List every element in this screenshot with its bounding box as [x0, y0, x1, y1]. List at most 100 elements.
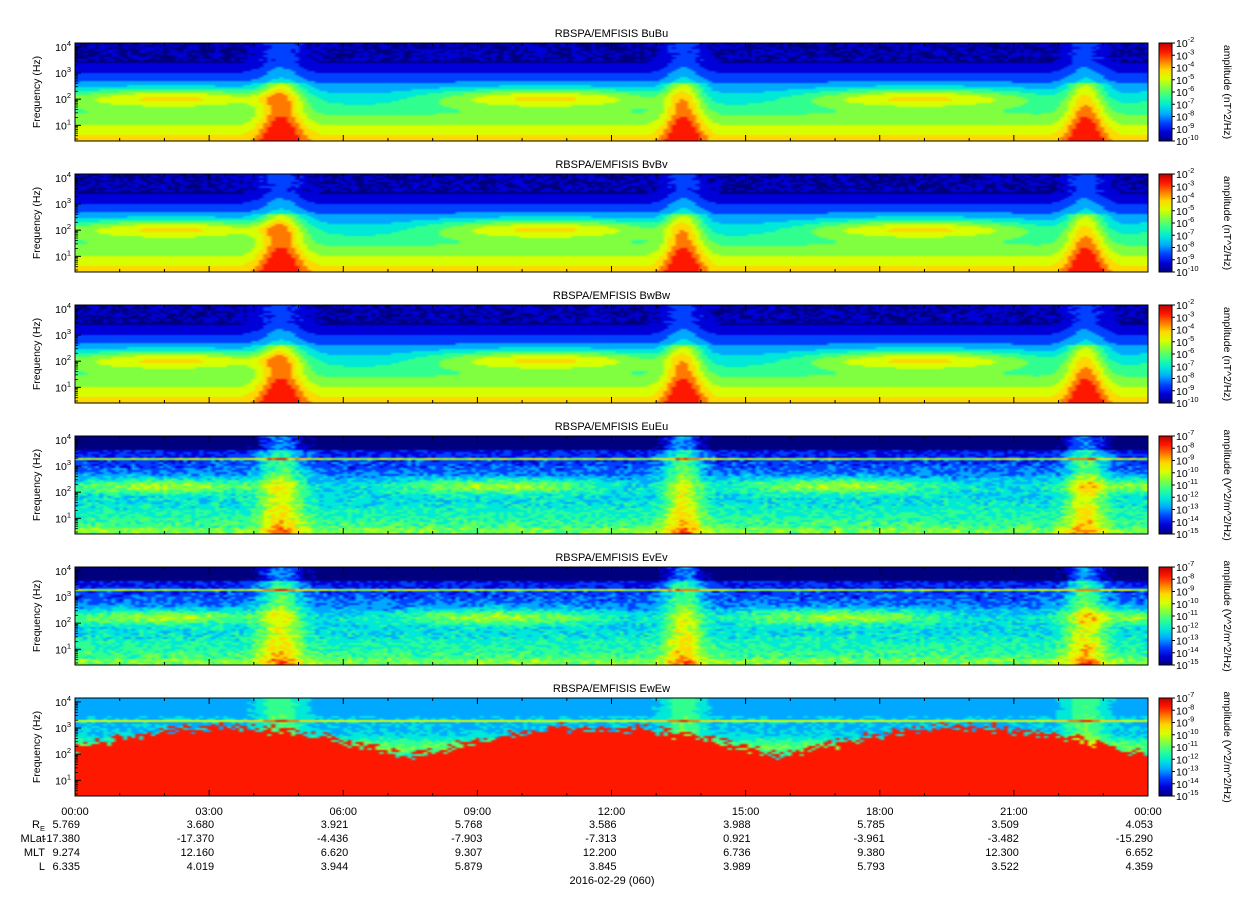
ephemeris-value: 12.200 — [583, 847, 617, 859]
panel-title: RBSPA/EMFISIS EuEu — [555, 421, 669, 433]
spectrogram-image — [75, 174, 1148, 272]
panel-title: RBSPA/EMFISIS EwEw — [553, 683, 670, 695]
x-tick-label: 18:00 — [866, 806, 894, 818]
y-tick-label: 101 — [55, 510, 71, 525]
colorbar-tick-label: 10-11 — [1176, 477, 1198, 492]
colorbar-tick-label: 10-12 — [1176, 620, 1199, 635]
ephemeris-value: 4.053 — [1125, 819, 1153, 831]
colorbar-tick-label: 10-9 — [1176, 383, 1194, 398]
spectrogram-panel: RBSPA/EMFISIS BvBv Frequency (Hz) 101 102 10… — [31, 159, 1233, 279]
ephemeris-value: -3.482 — [988, 833, 1019, 845]
y-tick-label: 101 — [55, 641, 71, 656]
spectrogram-panel: RBSPA/EMFISIS EuEu Frequency (Hz) 101 102 10… — [31, 421, 1233, 541]
y-tick-label: 102 — [55, 91, 71, 106]
spectrogram-panel: RBSPA/EMFISIS BuBu Frequency (Hz) 101 102 10… — [31, 28, 1233, 148]
y-axis-label: Frequency (Hz) — [31, 56, 43, 128]
colorbar-label: amplitude (V^2/m^2/Hz) — [1221, 691, 1233, 802]
ephemeris-value: 6.335 — [52, 861, 80, 873]
ephemeris-value: 3.680 — [187, 819, 215, 831]
colorbar-tick-label: 10-9 — [1176, 584, 1194, 599]
colorbar — [1158, 304, 1173, 404]
x-tick-label: 15:00 — [732, 806, 760, 818]
colorbar-tick-label: 10-2 — [1176, 297, 1194, 312]
y-axis-label: Frequency (Hz) — [31, 449, 43, 521]
ephemeris-value: 9.380 — [857, 847, 885, 859]
colorbar-label: amplitude (nT^2/Hz) — [1221, 307, 1233, 401]
y-tick-label: 103 — [55, 327, 71, 342]
spectrogram-image — [75, 43, 1148, 141]
ephemeris-row-label: MLT — [24, 847, 45, 859]
y-tick-label: 104 — [55, 694, 71, 709]
colorbar-label: amplitude (V^2/m^2/Hz) — [1221, 429, 1233, 540]
colorbar-tick-label: 10-5 — [1176, 334, 1194, 349]
colorbar-tick-label: 10-7 — [1176, 358, 1194, 373]
colorbar-tick-label: 10-12 — [1176, 751, 1199, 766]
colorbar-tick-label: 10-11 — [1176, 608, 1198, 623]
colorbar-tick-label: 10-10 — [1176, 465, 1199, 480]
y-tick-label: 101 — [55, 379, 71, 394]
colorbar — [1158, 173, 1173, 273]
ephemeris-value: 9.274 — [52, 847, 80, 859]
y-tick-label: 103 — [55, 589, 71, 604]
colorbar-tick-label: 10-9 — [1176, 252, 1194, 267]
panel-title: RBSPA/EMFISIS BuBu — [555, 28, 669, 40]
y-tick-label: 104 — [55, 39, 71, 54]
colorbar-tick-label: 10-6 — [1176, 84, 1194, 99]
ephemeris-value: 5.769 — [52, 819, 80, 831]
y-tick-label: 101 — [55, 772, 71, 787]
ephemeris-value: 5.793 — [857, 861, 885, 873]
ephemeris-value: -15.290 — [1116, 833, 1153, 845]
ephemeris-row-label: MLat — [21, 833, 45, 845]
colorbar-tick-label: 10-15 — [1176, 657, 1199, 672]
colorbar-tick-label: 10-5 — [1176, 203, 1194, 218]
spectrogram-panel: RBSPA/EMFISIS BwBw Frequency (Hz) 101 102 10… — [31, 290, 1233, 410]
y-axis-label: Frequency (Hz) — [31, 187, 43, 259]
colorbar-tick-label: 10-6 — [1176, 346, 1194, 361]
colorbar-tick-label: 10-14 — [1176, 514, 1199, 529]
colorbar-tick-label: 10-8 — [1176, 571, 1194, 586]
ephemeris-value: 3.845 — [589, 861, 617, 873]
spectrogram-image — [75, 305, 1148, 403]
colorbar-tick-label: 10-4 — [1176, 322, 1194, 337]
date-label: 2016-02-29 (060) — [569, 875, 654, 887]
colorbar-tick-label: 10-4 — [1176, 60, 1194, 75]
colorbar-label: amplitude (nT^2/Hz) — [1221, 176, 1233, 270]
ephemeris-value: 6.620 — [321, 847, 349, 859]
colorbar-tick-label: 10-8 — [1176, 702, 1194, 717]
colorbar — [1158, 566, 1173, 666]
colorbar-tick-label: 10-6 — [1176, 215, 1194, 230]
ephemeris-value: 12.160 — [180, 847, 214, 859]
ephemeris-value: 9.307 — [455, 847, 483, 859]
y-axis-label: Frequency (Hz) — [31, 711, 43, 783]
ephemeris-row-label: RE — [32, 819, 45, 833]
ephemeris-value: 3.989 — [723, 861, 751, 873]
colorbar — [1158, 435, 1173, 535]
colorbar-tick-label: 10-8 — [1176, 240, 1194, 255]
colorbar-tick-label: 10-7 — [1176, 690, 1194, 705]
colorbar-tick-label: 10-7 — [1176, 428, 1194, 443]
colorbar-tick-label: 10-8 — [1176, 109, 1194, 124]
ephemeris-value: 6.736 — [723, 847, 751, 859]
colorbar-tick-label: 10-15 — [1176, 788, 1199, 803]
ephemeris-value: -7.313 — [585, 833, 616, 845]
colorbar-tick-label: 10-14 — [1176, 776, 1199, 791]
x-tick-label: 00:00 — [1134, 806, 1162, 818]
colorbar-tick-label: 10-10 — [1176, 727, 1199, 742]
colorbar-tick-label: 10-7 — [1176, 96, 1194, 111]
colorbar-tick-label: 10-14 — [1176, 645, 1199, 660]
ephemeris-value: 3.944 — [321, 861, 349, 873]
colorbar-tick-label: 10-13 — [1176, 502, 1199, 517]
y-tick-label: 104 — [55, 301, 71, 316]
ephemeris-row-label: L — [39, 861, 45, 873]
x-tick-label: 12:00 — [598, 806, 626, 818]
y-axis-label: Frequency (Hz) — [31, 580, 43, 652]
y-tick-label: 104 — [55, 563, 71, 578]
y-tick-label: 103 — [55, 196, 71, 211]
x-tick-label: 21:00 — [1000, 806, 1028, 818]
y-tick-label: 103 — [55, 65, 71, 80]
y-tick-label: 104 — [55, 432, 71, 447]
panel-title: RBSPA/EMFISIS EvEv — [555, 552, 668, 564]
colorbar — [1158, 42, 1173, 142]
spectrogram-panel: RBSPA/EMFISIS EvEv Frequency (Hz) 101 102 10… — [31, 552, 1233, 672]
